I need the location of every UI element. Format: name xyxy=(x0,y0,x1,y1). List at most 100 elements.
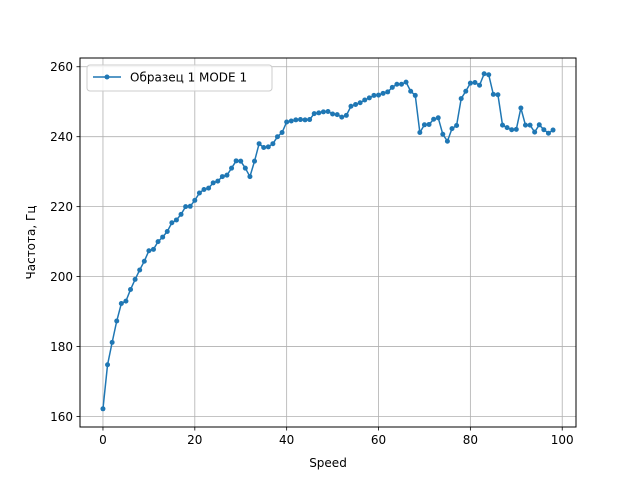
data-point xyxy=(417,130,423,135)
data-point xyxy=(431,116,437,122)
data-point xyxy=(357,100,363,106)
data-point xyxy=(311,111,317,117)
data-point xyxy=(500,122,506,128)
data-point xyxy=(279,130,285,135)
data-point xyxy=(504,125,510,131)
plot-frame xyxy=(79,57,577,428)
data-point xyxy=(123,298,129,304)
data-point xyxy=(206,185,212,191)
data-point xyxy=(173,217,179,223)
data-point xyxy=(242,165,248,171)
data-point xyxy=(201,187,207,193)
data-point xyxy=(371,92,377,98)
data-point xyxy=(141,258,147,264)
x-tick-label: 0 xyxy=(99,433,107,447)
data-point xyxy=(247,174,253,180)
data-point xyxy=(444,138,450,144)
data-point xyxy=(481,71,487,77)
axis-ticks: 0 20 40 60 80 100 160 180 200 220 240 260 xyxy=(50,60,574,447)
data-point xyxy=(261,145,267,151)
data-point xyxy=(509,127,515,133)
data-point xyxy=(109,339,115,345)
data-point xyxy=(215,178,221,184)
data-point xyxy=(330,111,336,117)
data-point xyxy=(343,112,349,118)
data-point xyxy=(541,127,547,133)
data-point xyxy=(477,82,483,88)
data-point xyxy=(339,114,345,120)
data-point xyxy=(440,131,446,137)
data-point xyxy=(458,96,464,102)
data-point xyxy=(105,362,111,368)
data-point xyxy=(449,126,455,132)
data-point xyxy=(150,246,156,252)
data-point xyxy=(463,88,469,94)
data-point xyxy=(307,117,313,123)
data-point xyxy=(137,267,143,273)
data-point xyxy=(265,144,271,150)
data-point xyxy=(454,123,460,128)
data-point xyxy=(293,117,299,123)
data-point xyxy=(522,122,528,128)
data-point xyxy=(403,79,409,85)
data-point xyxy=(490,91,496,97)
x-tick-label: 40 xyxy=(279,433,294,447)
data-point xyxy=(160,234,166,240)
data-point xyxy=(550,127,556,133)
data-point xyxy=(118,301,124,307)
data-point xyxy=(435,115,441,121)
data-point xyxy=(238,158,244,164)
data-point xyxy=(155,239,161,245)
y-tick-label: 240 xyxy=(50,130,73,144)
data-point xyxy=(297,117,303,123)
data-point xyxy=(362,97,368,103)
data-point xyxy=(252,158,258,164)
x-tick-label: 20 xyxy=(187,433,202,447)
data-point xyxy=(394,81,400,87)
data-point xyxy=(408,88,414,94)
data-point xyxy=(486,72,492,78)
data-point xyxy=(178,211,184,217)
data-point xyxy=(284,119,290,125)
data-point xyxy=(132,276,138,282)
data-point xyxy=(518,105,524,111)
data-point xyxy=(302,117,308,123)
data-point xyxy=(376,92,382,98)
y-tick-label: 180 xyxy=(50,340,73,354)
data-point xyxy=(114,318,120,324)
data-point xyxy=(100,406,106,412)
data-point xyxy=(380,90,386,96)
data-point xyxy=(219,174,225,180)
x-tick-label: 100 xyxy=(551,433,574,447)
data-point xyxy=(527,122,533,128)
data-point xyxy=(472,79,478,85)
data-point xyxy=(389,84,395,90)
data-point xyxy=(270,141,276,147)
data-point xyxy=(146,248,152,254)
data-point xyxy=(366,95,372,101)
data-point xyxy=(187,203,193,209)
data-point xyxy=(224,172,230,178)
data-point xyxy=(210,180,216,186)
data-point xyxy=(348,103,354,109)
data-point xyxy=(192,197,198,203)
data-point xyxy=(353,102,359,108)
data-point xyxy=(183,204,189,210)
legend-entry-label: Образец 1 MODE 1 xyxy=(130,71,247,85)
x-tick-label: 80 xyxy=(463,433,478,447)
y-tick-label: 260 xyxy=(50,60,73,74)
data-point xyxy=(545,130,551,136)
data-point xyxy=(467,80,473,86)
legend-marker-swatch xyxy=(104,74,110,80)
data-point xyxy=(128,287,134,293)
data-point xyxy=(385,89,391,95)
x-tick-label: 60 xyxy=(371,433,386,447)
data-point xyxy=(274,134,280,140)
data-point xyxy=(288,118,294,124)
y-tick-label: 220 xyxy=(50,200,73,214)
data-point xyxy=(164,228,170,234)
data-point xyxy=(233,158,239,164)
data-point xyxy=(421,122,427,128)
